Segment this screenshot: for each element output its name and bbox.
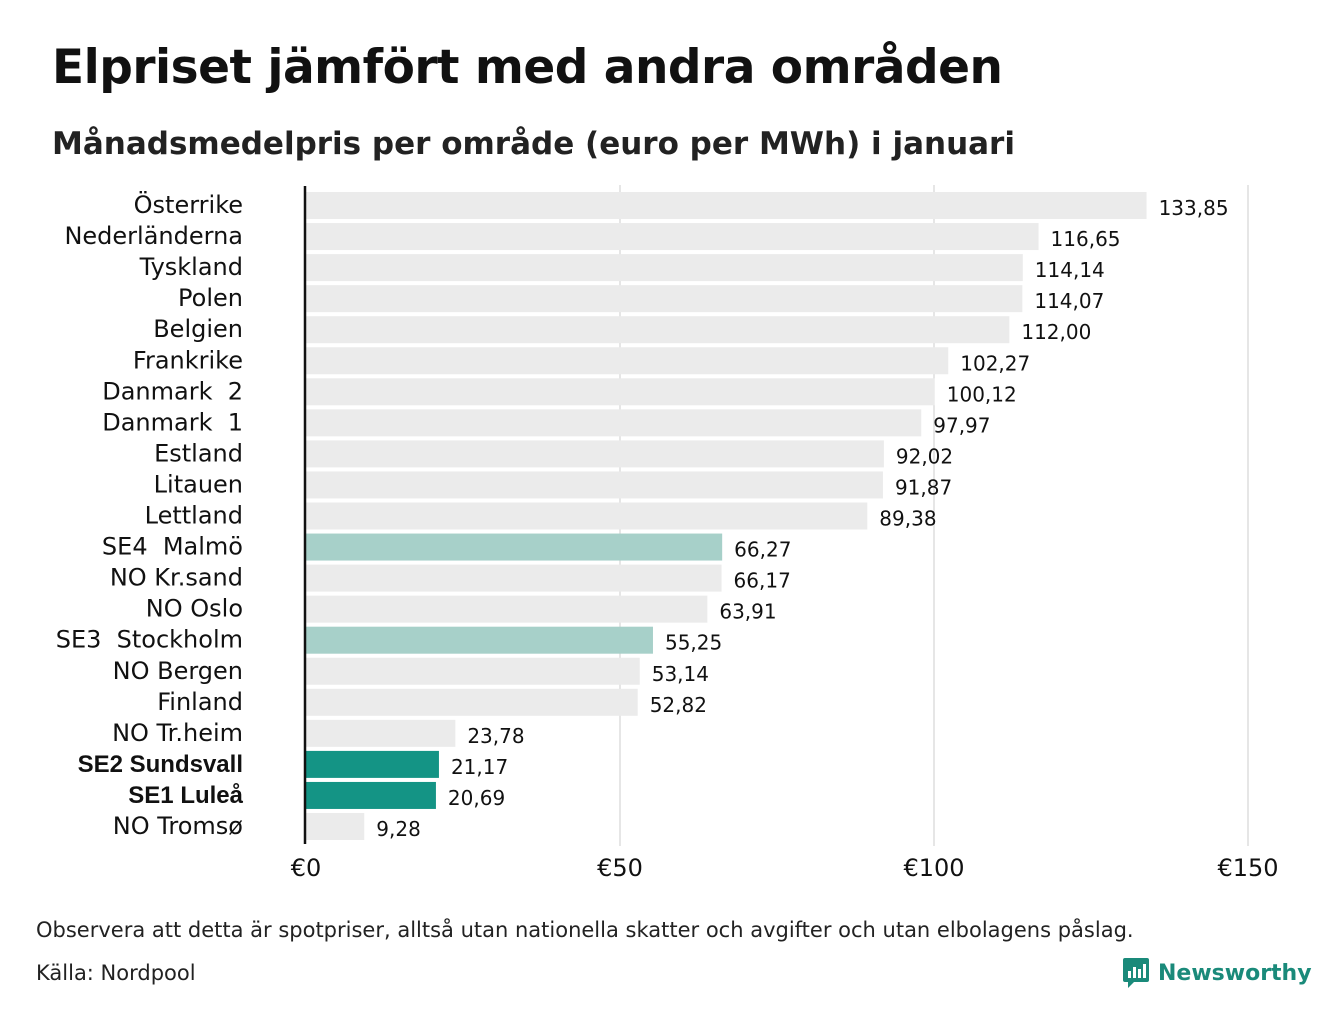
- value-label: 91,87: [895, 475, 952, 499]
- value-label: 116,65: [1051, 227, 1121, 251]
- category-label: SE1 Luleå: [128, 782, 243, 809]
- category-label: SE3 Stockholm: [56, 626, 243, 654]
- bar: [306, 657, 640, 685]
- category-labels: Österrike Nederländerna Tyskland Polen Belgi…: [56, 190, 244, 840]
- category-label: Danmark 1: [102, 408, 243, 436]
- category-label: Tyskland: [139, 253, 243, 281]
- bar: [306, 750, 439, 778]
- x-tick-label: €0: [291, 854, 322, 882]
- category-label: Estland: [154, 439, 243, 467]
- bar: [306, 471, 883, 499]
- category-label: Lettland: [145, 502, 243, 530]
- value-label: 114,07: [1034, 289, 1104, 313]
- category-label: SE4 Malmö: [102, 533, 243, 561]
- footnote: Observera att detta är spotpriser, allts…: [36, 918, 1134, 942]
- value-label: 20,69: [448, 786, 505, 810]
- value-label: 66,27: [734, 538, 791, 562]
- chart-title: Elpriset jämfört med andra områden: [52, 40, 1003, 95]
- bar: [306, 813, 365, 840]
- category-label: NO Tromsø: [113, 812, 243, 840]
- bar: [306, 595, 708, 623]
- bar: [306, 502, 868, 530]
- value-label: 92,02: [896, 444, 953, 468]
- newsworthy-logo-icon: [1123, 958, 1149, 988]
- bar: [306, 254, 1023, 282]
- category-label: NO Tr.heim: [112, 719, 243, 747]
- category-label: Nederländerna: [64, 222, 243, 250]
- value-label: 133,85: [1159, 196, 1229, 220]
- x-axis-ticks: €0 €50 €100 €150: [291, 854, 1279, 882]
- category-label: Frankrike: [133, 346, 243, 374]
- value-label: 112,00: [1021, 320, 1091, 344]
- bar: [306, 347, 949, 375]
- bar: [306, 533, 723, 561]
- bar: [306, 564, 722, 592]
- category-label: Belgien: [153, 315, 243, 343]
- bar: [306, 781, 436, 809]
- x-tick-label: €150: [1217, 854, 1278, 882]
- value-label: 63,91: [719, 600, 776, 624]
- value-label: 21,17: [451, 755, 508, 779]
- bar: [306, 626, 653, 654]
- brand-logo[interactable]: Newsworthy: [1122, 955, 1312, 991]
- value-label: 52,82: [650, 693, 707, 717]
- category-label: SE2 Sundsvall: [78, 751, 243, 778]
- bar: [306, 192, 1147, 219]
- brand-name: Newsworthy: [1158, 960, 1312, 986]
- category-label: NO Oslo: [146, 595, 243, 623]
- value-label: 53,14: [652, 662, 709, 686]
- bar: [306, 285, 1023, 313]
- value-label: 89,38: [879, 507, 936, 531]
- bars: [306, 192, 1147, 840]
- category-label: Polen: [178, 284, 243, 312]
- value-label: 55,25: [665, 631, 722, 655]
- value-label: 23,78: [467, 724, 524, 748]
- category-label: Danmark 2: [102, 377, 243, 405]
- value-labels: 133,85 116,65 114,14 114,07 112,00 102,27 100,…: [376, 196, 1228, 841]
- value-label: 9,28: [376, 817, 421, 841]
- source-note: Källa: Nordpool: [36, 961, 196, 985]
- value-label: 66,17: [734, 569, 791, 593]
- bar: [306, 440, 884, 468]
- category-label: Finland: [157, 688, 243, 716]
- bar: [306, 223, 1039, 251]
- bar: [306, 316, 1010, 344]
- x-tick-label: €100: [903, 854, 964, 882]
- x-tick-label: €50: [597, 854, 643, 882]
- bar-chart: Österrike Nederländerna Tyskland Polen Belgi…: [56, 185, 1279, 882]
- bar: [306, 688, 638, 716]
- value-label: 102,27: [960, 351, 1030, 375]
- category-label: Litauen: [154, 470, 243, 498]
- value-label: 97,97: [933, 413, 990, 437]
- category-label: NO Kr.sand: [110, 564, 243, 592]
- bar: [306, 378, 935, 406]
- category-label: Österrike: [134, 190, 243, 219]
- bar: [306, 719, 456, 747]
- value-label: 114,14: [1035, 258, 1105, 282]
- bar: [306, 409, 922, 437]
- category-label: NO Bergen: [113, 657, 243, 685]
- chart-subtitle: Månadsmedelpris per område (euro per MWh…: [52, 126, 1015, 162]
- value-label: 100,12: [947, 382, 1017, 406]
